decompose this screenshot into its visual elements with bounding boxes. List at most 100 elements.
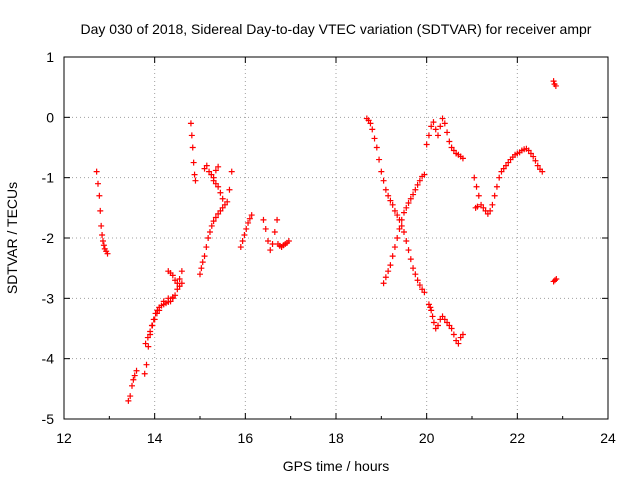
data-point	[484, 210, 491, 217]
data-point	[530, 153, 537, 160]
data-point	[446, 322, 453, 329]
data-point	[208, 171, 215, 178]
data-point	[407, 256, 414, 263]
data-point	[527, 150, 534, 157]
data-point	[376, 156, 383, 163]
series-seg-20.1	[425, 301, 466, 347]
data-point	[130, 376, 137, 383]
data-point	[217, 207, 224, 214]
data-point	[269, 241, 276, 248]
data-point	[206, 168, 213, 175]
series-seg-14.4	[169, 280, 185, 302]
data-point	[167, 298, 174, 305]
data-point	[95, 180, 101, 187]
data-point	[260, 216, 267, 223]
data-point	[471, 174, 478, 181]
data-point	[496, 174, 503, 181]
data-point	[99, 231, 106, 238]
data-point	[147, 328, 154, 335]
data-point	[188, 132, 195, 139]
data-point	[493, 183, 500, 190]
data-point	[239, 238, 246, 245]
data-point	[191, 171, 198, 178]
data-point	[421, 171, 428, 178]
series-seg-15.3	[210, 168, 235, 208]
data-point	[474, 203, 481, 210]
data-point	[503, 162, 509, 169]
data-point	[391, 244, 398, 251]
data-point	[189, 144, 196, 151]
data-point	[201, 253, 208, 260]
data-point	[455, 340, 462, 347]
data-point	[201, 165, 208, 172]
x-tick-label: 20	[419, 430, 435, 446]
data-point	[265, 238, 271, 245]
data-point	[174, 286, 181, 293]
data-point	[450, 147, 457, 154]
data-point	[405, 247, 412, 254]
data-point	[131, 372, 138, 379]
y-tick-label: 1	[46, 49, 54, 65]
data-point	[403, 204, 410, 211]
data-point	[432, 126, 439, 133]
data-point	[96, 192, 103, 199]
x-tick-label: 16	[238, 430, 254, 446]
data-point	[369, 126, 376, 133]
data-point	[205, 235, 212, 241]
data-point	[125, 397, 132, 404]
series-seg-14.3	[165, 268, 185, 287]
series-seg-13.4	[125, 367, 140, 404]
data-point	[435, 132, 441, 139]
data-point	[169, 272, 176, 279]
series-seg-19.1b	[380, 171, 428, 287]
data-point	[439, 115, 446, 122]
data-point	[387, 197, 394, 204]
data-point	[453, 337, 460, 344]
data-point	[430, 119, 437, 126]
data-point	[427, 304, 434, 311]
data-point	[412, 186, 419, 193]
data-point	[429, 313, 436, 320]
data-point	[500, 165, 507, 172]
data-point	[208, 222, 215, 229]
data-point	[428, 307, 435, 314]
data-point	[444, 319, 451, 326]
data-point	[421, 289, 428, 296]
data-point	[221, 201, 228, 208]
data-point	[382, 274, 389, 281]
data-point	[274, 216, 281, 223]
data-point	[410, 191, 417, 198]
series-seg-18.7a	[363, 115, 428, 296]
data-point	[192, 177, 199, 184]
data-point	[380, 177, 387, 184]
data-point	[206, 228, 213, 235]
data-point	[144, 334, 151, 341]
data-point	[491, 192, 498, 199]
data-point	[271, 228, 278, 235]
data-point	[212, 180, 219, 187]
data-point	[217, 189, 224, 196]
data-point	[441, 316, 448, 323]
data-point	[394, 235, 401, 241]
y-tick-label: 0	[46, 109, 54, 125]
series-seg-15.1	[201, 162, 222, 181]
data-point	[210, 177, 217, 184]
y-tick-label: -3	[42, 290, 55, 306]
data-point	[198, 265, 205, 272]
y-tick-label: -4	[42, 351, 55, 367]
data-point	[441, 120, 448, 127]
data-point	[176, 276, 183, 283]
data-point	[430, 319, 437, 326]
data-point	[153, 310, 160, 317]
data-point	[98, 222, 105, 229]
data-point	[416, 177, 423, 184]
data-point	[398, 222, 405, 229]
y-tick-label: -2	[42, 230, 55, 246]
data-point	[215, 210, 222, 217]
x-tick-label: 14	[147, 430, 163, 446]
data-point	[505, 159, 512, 166]
data-point	[389, 201, 396, 208]
data-point	[423, 141, 430, 148]
data-point	[459, 331, 466, 338]
data-point	[425, 132, 432, 139]
